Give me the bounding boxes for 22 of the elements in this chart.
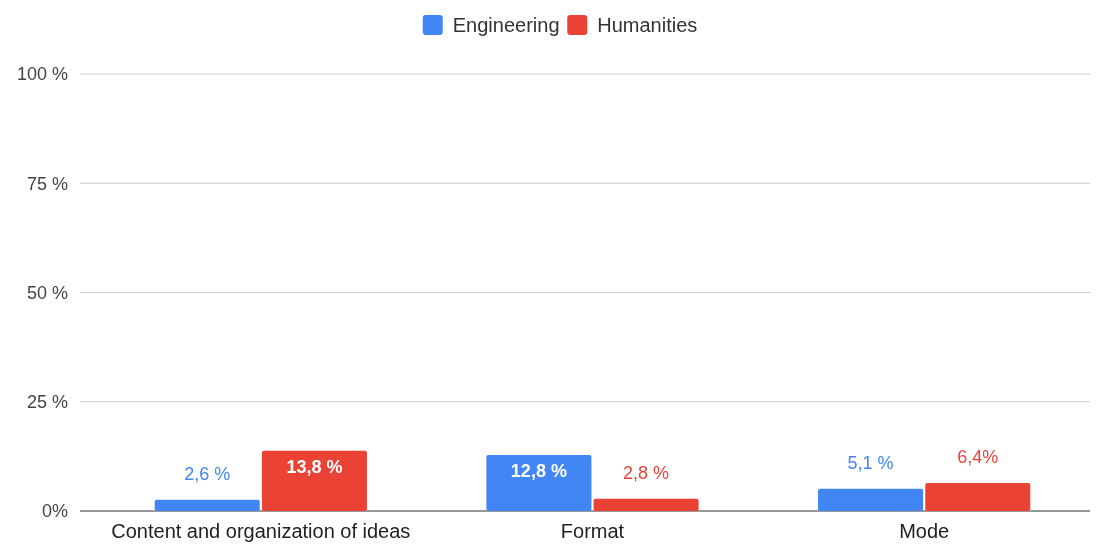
y-tick-label: 75 % <box>26 173 68 194</box>
bar <box>925 483 1031 511</box>
bar <box>593 498 699 511</box>
x-tick-label: Content and organization of ideas <box>111 520 411 542</box>
data-label: 13,8 % <box>286 456 343 477</box>
legend-label: Humanities <box>597 14 698 36</box>
y-tick-label: 25 % <box>26 392 68 413</box>
bar <box>154 499 260 511</box>
y-tick-label: 50 % <box>26 282 68 303</box>
x-tick-label: Format <box>560 520 625 542</box>
legend-label: Engineering <box>452 14 560 36</box>
data-label: 6,4% <box>957 447 999 468</box>
bar <box>818 488 924 511</box>
y-tick-label: 100 % <box>16 64 68 85</box>
data-label: 2,8 % <box>623 462 670 483</box>
data-label: 2,6 % <box>184 463 231 484</box>
data-label: 12,8 % <box>510 461 567 482</box>
x-tick-label: Mode <box>899 520 950 542</box>
bar <box>261 450 367 511</box>
bar <box>486 455 592 511</box>
y-tick-label: 0% <box>41 501 68 522</box>
data-label: 5,1 % <box>847 452 894 473</box>
